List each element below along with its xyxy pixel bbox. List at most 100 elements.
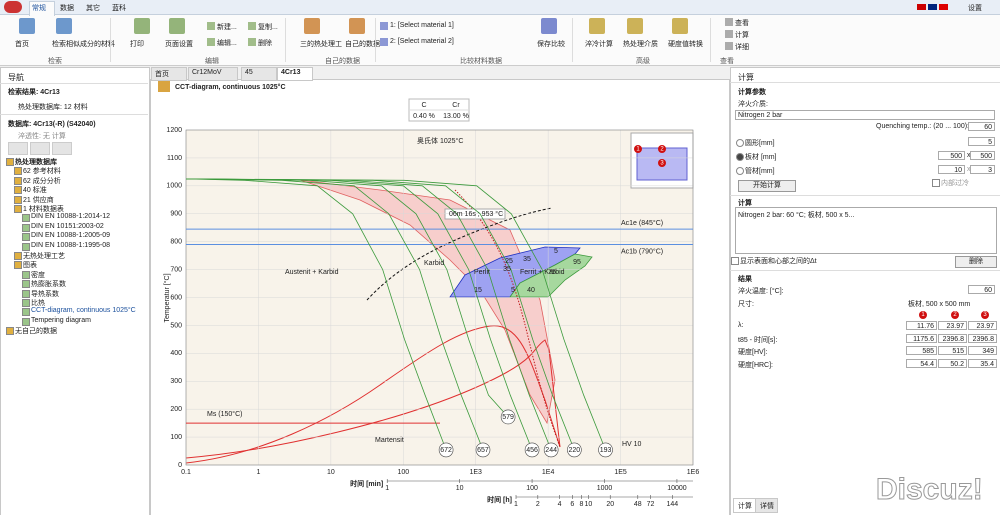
checkbox[interactable]	[932, 179, 940, 187]
nav-toolbar-button[interactable]	[52, 142, 72, 155]
tree-icon[interactable]	[14, 186, 22, 195]
flag[interactable]	[939, 4, 948, 10]
result-list-item[interactable]: Nitrogen 2 bar: 60 °C; 板材, 500 x 5...	[738, 212, 855, 219]
nav-toolbar-button[interactable]	[8, 142, 28, 155]
ribbon-button[interactable]: 热处理介质	[623, 41, 658, 48]
ribbon-button[interactable]: 三的热处理工	[300, 41, 342, 48]
ribbon-button[interactable]: 检索相似成分的材料	[52, 41, 115, 48]
tree-item[interactable]: Tempering diagram	[31, 316, 91, 324]
tree-item[interactable]: DIN EN 10088-1:2005-09	[31, 232, 110, 240]
tree-item[interactable]: 热处理数据库	[15, 159, 57, 166]
radio[interactable]	[736, 167, 744, 175]
doc-tab-label[interactable]: 首页	[155, 71, 169, 78]
tree-icon[interactable]	[14, 261, 22, 270]
ribbon-button[interactable]: 计算	[735, 32, 749, 39]
ribbon-button[interactable]: 保存比较	[537, 41, 565, 48]
input-box[interactable]: 349	[968, 346, 997, 355]
ribbon-button[interactable]: 淬冷计算	[585, 41, 613, 48]
radio-label[interactable]: 圆形[mm]	[745, 140, 775, 147]
ribbon-button[interactable]: 详细	[735, 44, 749, 51]
ribbon-button[interactable]: 查看	[735, 20, 749, 27]
ribbon-button[interactable]: 首页	[15, 41, 29, 48]
bottom-tab[interactable]	[755, 498, 778, 513]
input-box[interactable]: 54.4	[906, 358, 937, 368]
input-box[interactable]: 11.76	[906, 321, 937, 330]
ribbon-button[interactable]: 硬度值转换	[668, 41, 703, 48]
tree-icon[interactable]	[6, 158, 14, 166]
input-box[interactable]: 500	[970, 151, 995, 160]
radio[interactable]	[736, 153, 744, 161]
tree-icon[interactable]	[22, 223, 30, 232]
ribbon-button[interactable]: 复制...	[258, 24, 278, 31]
tree-icon[interactable]	[22, 280, 30, 289]
tree-item[interactable]: DIN EN 10151:2003-02	[31, 222, 104, 230]
tree-item[interactable]: 40 标准	[23, 187, 47, 195]
doc-tab-label[interactable]: 4Cr13	[281, 69, 301, 76]
delete-button[interactable]: 删除	[955, 256, 997, 268]
tree-icon[interactable]	[22, 308, 30, 317]
doc-tab-label[interactable]: Cr12MoV	[192, 69, 222, 76]
doc-tab[interactable]	[241, 67, 277, 81]
radio[interactable]	[736, 139, 744, 147]
tree-icon[interactable]	[14, 195, 22, 204]
input-box[interactable]: 5	[968, 137, 995, 146]
doc-tab[interactable]	[188, 67, 238, 81]
ribbon-button[interactable]: 编辑...	[217, 40, 237, 47]
tree-icon[interactable]	[22, 214, 30, 223]
tree-icon[interactable]	[22, 270, 30, 279]
input-box[interactable]: 3	[970, 165, 995, 174]
tree-icon[interactable]	[22, 233, 30, 242]
ribbon-button[interactable]: 自己的数据	[345, 41, 380, 48]
doc-tab[interactable]	[151, 67, 187, 81]
input-box[interactable]: 500	[938, 151, 965, 160]
tree-item[interactable]: DIN EN 10088-1:2014-12	[31, 213, 110, 221]
ribbon-tab[interactable]: 其它	[86, 5, 100, 12]
tree-item[interactable]: 无自己的数据	[15, 328, 57, 336]
tree-icon[interactable]	[14, 176, 22, 185]
app-logo[interactable]	[4, 1, 22, 13]
tree-item[interactable]: 密度	[31, 271, 45, 279]
ribbon-tab[interactable]: 蓝科	[112, 5, 126, 12]
bottom-tab-label[interactable]: 计算	[738, 503, 752, 510]
tree-item[interactable]: 21 供应商	[23, 196, 54, 204]
input-box[interactable]: 10	[938, 165, 965, 174]
input-box[interactable]: 50.2	[938, 358, 967, 368]
ribbon-button[interactable]: 页面设置	[165, 41, 193, 48]
checkbox-label[interactable]: 显示表面和心部之间的Δt	[740, 258, 817, 265]
input-box[interactable]: 35.4	[968, 358, 997, 368]
checkbox[interactable]	[731, 257, 739, 265]
input-box[interactable]: 23.97	[968, 321, 997, 330]
input-box[interactable]: 585	[906, 346, 937, 355]
flag[interactable]	[928, 4, 937, 10]
radio-label[interactable]: 板材 [mm]	[745, 154, 777, 161]
ribbon-button[interactable]: 打印	[130, 41, 144, 48]
input-box[interactable]: 515	[938, 346, 967, 355]
ribbon-button[interactable]: 新建...	[217, 24, 237, 31]
tree-item[interactable]: 比热	[31, 300, 45, 307]
start-button[interactable]: 开始计算	[738, 180, 796, 192]
input-box[interactable]: 60	[968, 122, 995, 131]
tree-item[interactable]: 热膨胀系数	[31, 281, 66, 289]
tree-item[interactable]: 导热系数	[31, 290, 59, 298]
tree-item[interactable]: 62 参考材料	[23, 168, 61, 176]
input-box[interactable]: 1175.6	[906, 333, 937, 343]
bottom-tab-label[interactable]: 详情	[760, 503, 774, 510]
select[interactable]: Nitrogen 2 bar	[735, 110, 995, 120]
doc-tab[interactable]	[277, 67, 313, 81]
hardenability[interactable]: 淬透性: 无 计算	[18, 133, 66, 140]
input-box[interactable]: 2396.8	[968, 333, 997, 343]
ribbon-button[interactable]: 1: [Select material 1]	[390, 22, 454, 29]
tree-item[interactable]: 1 材料数据表	[23, 206, 64, 213]
ribbon-tab[interactable]: 常规	[32, 5, 46, 12]
input-box[interactable]: 2396.8	[938, 333, 967, 343]
tree-icon[interactable]	[14, 205, 22, 213]
tree-icon[interactable]	[22, 289, 30, 298]
ribbon-tab[interactable]: 数据	[60, 5, 74, 12]
input-box[interactable]: 60	[968, 285, 995, 294]
tree-item[interactable]: CCT-diagram, continuous 1025°C	[31, 307, 136, 315]
tree-item[interactable]: 62 成分分析	[23, 177, 61, 185]
ribbon-button[interactable]: 删除	[258, 40, 272, 47]
tree-icon[interactable]	[22, 299, 30, 307]
tree-item[interactable]: DIN EN 10088-1:1995-08	[31, 241, 110, 249]
flag[interactable]	[917, 4, 926, 10]
